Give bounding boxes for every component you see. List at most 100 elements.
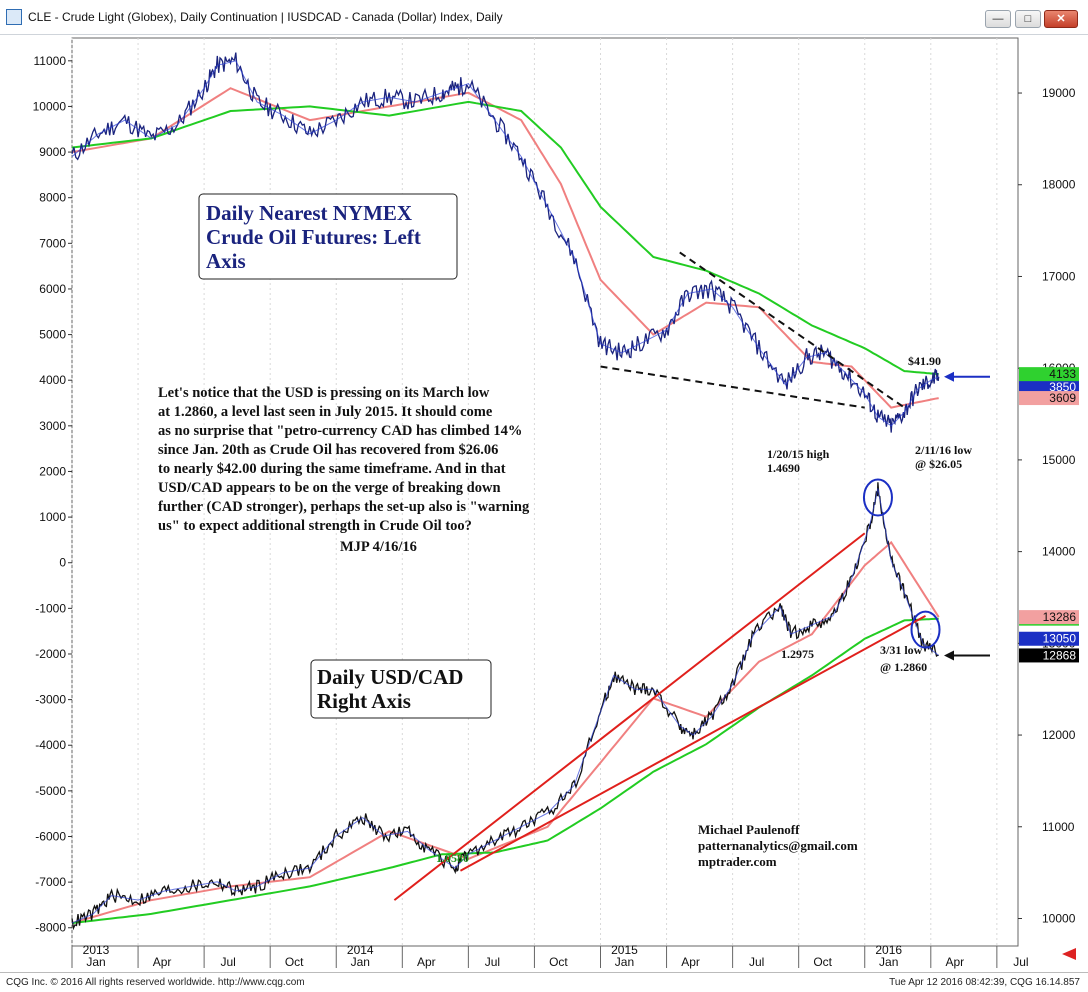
x-axis-month-label: Jul	[1013, 955, 1028, 969]
left-axis-tick-label: -8000	[35, 921, 66, 935]
left-axis-tick-label: 11000	[34, 54, 67, 68]
price-label-box	[1019, 391, 1079, 406]
usd-axis-box: Daily USD/CAD Right Axis	[310, 659, 492, 719]
window-title: CLE - Crude Light (Globex), Daily Contin…	[28, 10, 503, 24]
right-axis-tick-label: 17000	[1042, 269, 1076, 283]
right-axis-tick-label: 12000	[1042, 728, 1076, 742]
commentary-line-2: at 1.2860, a level last seen in July 201…	[158, 404, 493, 420]
x-axis-month-label: Apr	[945, 955, 964, 969]
left-axis-tick-label: -2000	[35, 647, 66, 661]
plot-area	[71, 37, 1019, 947]
x-axis-month-label: Jan	[615, 955, 634, 969]
x-axis-month-label: Oct	[813, 955, 832, 969]
x-axis-month-label: Jan	[879, 955, 898, 969]
right-axis-tick-label: 15000	[1042, 453, 1076, 467]
x-axis-month-label: Oct	[285, 955, 304, 969]
oil-box-line-2: Crude Oil Futures: Left	[206, 225, 421, 249]
x-axis-year-label: 2013	[83, 943, 110, 957]
status-copyright: CQG Inc. © 2016 All rights reserved worl…	[6, 977, 305, 988]
author-site: mptrader.com	[698, 854, 777, 869]
oil-high-label: $41.90	[908, 354, 941, 368]
scroll-left-arrow-icon[interactable]	[1062, 948, 1076, 960]
x-axis-month-label: Jan	[351, 955, 370, 969]
author-credit: Michael Paulenoff patternanalytics@gmail…	[698, 822, 858, 869]
price-label-box	[1019, 367, 1079, 382]
window-titlebar: CLE - Crude Light (Globex), Daily Contin…	[0, 0, 1088, 35]
commentary-line-5: to nearly $42.00 during the same timefra…	[158, 461, 506, 477]
commentary-signature: MJP 4/16/16	[340, 539, 417, 555]
x-axis-month-label: Oct	[549, 955, 568, 969]
left-axis-tick-label: -3000	[35, 693, 66, 707]
commentary-line-8: us" to expect additional strength in Cru…	[158, 518, 472, 534]
x-axis-month-label: Jul	[220, 955, 235, 969]
price-chart: 1100010000900080007000600050004000300020…	[33, 37, 1079, 969]
price-series-smoothed	[71, 488, 939, 924]
price-label-text: 12868	[1043, 648, 1077, 662]
commentary-line-7: further (CAD stronger), perhaps the set-…	[158, 499, 530, 515]
app-icon	[6, 9, 22, 25]
usd-2014-low-label: 1.0580	[436, 851, 469, 865]
x-axis-month-label: Jul	[749, 955, 764, 969]
pointer-arrow-icon	[944, 371, 954, 382]
highlight-circle	[862, 478, 893, 517]
maximize-button[interactable]: □	[1015, 10, 1041, 28]
x-axis-month-label: Apr	[681, 955, 700, 969]
right-axis-tick-label: 14000	[1042, 545, 1076, 559]
commentary-line-6: USD/CAD appears to be on the verge of br…	[158, 480, 501, 496]
usd-low-label-2: @ 1.2860	[880, 660, 927, 674]
pointer-arrow-icon	[944, 650, 954, 661]
author-name: Michael Paulenoff	[698, 822, 800, 837]
usd-high-label-1: 1/20/15 high	[767, 447, 830, 461]
left-axis-tick-label: -7000	[35, 875, 66, 889]
minimize-button[interactable]: —	[985, 10, 1011, 28]
left-axis-tick-label: 7000	[39, 236, 66, 250]
right-axis-tick-label: 10000	[1042, 911, 1076, 925]
price-label-box	[1019, 631, 1079, 646]
trendline	[393, 532, 866, 901]
right-axis-tick-label: 19000	[1042, 86, 1076, 100]
price-label-box	[1019, 380, 1079, 395]
oil-box-line-1: Daily Nearest NYMEX	[206, 201, 412, 225]
x-axis-month-label: Apr	[153, 955, 172, 969]
x-axis-month-label: Apr	[417, 955, 436, 969]
price-label-box	[1019, 648, 1079, 663]
left-axis-tick-label: -1000	[35, 601, 66, 615]
left-axis-tick-label: 9000	[39, 145, 66, 159]
price-label-text: 3609	[1049, 391, 1076, 405]
price-label-text: 3850	[1049, 380, 1076, 394]
trendline	[679, 251, 905, 409]
price-label-box	[1019, 610, 1079, 625]
left-axis-tick-label: 0	[59, 556, 66, 570]
commentary-line-4: since Jan. 20th as Crude Oil has recover…	[158, 442, 498, 458]
x-axis-month-label: Jul	[485, 955, 500, 969]
left-axis-tick-label: -6000	[35, 829, 66, 843]
commentary: Let's notice that the USD is pressing on…	[158, 385, 530, 555]
left-axis-tick-label: 10000	[33, 99, 67, 113]
trendline	[459, 614, 926, 872]
price-label-text: 13050	[1043, 632, 1077, 646]
usd-low-label-1: 3/31 low	[880, 643, 923, 657]
left-axis-tick-label: -5000	[35, 784, 66, 798]
oil-low-label-2: @ $26.05	[915, 457, 962, 471]
price-series-line	[71, 52, 940, 433]
left-axis-tick-label: 1000	[39, 510, 66, 524]
usd-high-label-2: 1.4690	[767, 461, 800, 475]
left-axis-tick-label: 6000	[39, 282, 66, 296]
x-axis-year-label: 2016	[875, 943, 902, 957]
usd-box-line-2: Right Axis	[317, 689, 411, 713]
left-axis-tick-label: 5000	[39, 328, 66, 342]
price-label-text: 4133	[1049, 367, 1076, 381]
x-axis-month-label: Jan	[86, 955, 105, 969]
usd-mid-label: 1.2975	[781, 647, 814, 661]
x-axis-year-label: 2014	[347, 943, 374, 957]
left-axis-tick-label: 4000	[39, 373, 66, 387]
moving-average-line	[71, 617, 939, 925]
right-axis-tick-label: 18000	[1042, 178, 1076, 192]
left-axis-tick-label: 8000	[39, 191, 66, 205]
status-bar: CQG Inc. © 2016 All rights reserved worl…	[0, 972, 1088, 992]
trendlines	[393, 251, 990, 901]
highlight-circle	[910, 610, 941, 649]
close-button[interactable]: ✕	[1044, 10, 1078, 28]
price-series-line	[71, 482, 939, 931]
author-email: patternanalytics@gmail.com	[698, 838, 858, 853]
